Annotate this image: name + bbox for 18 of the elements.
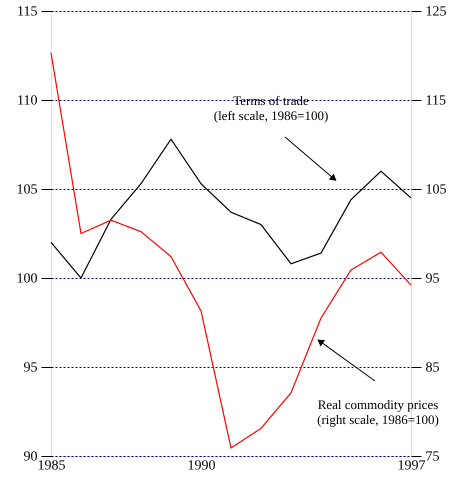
y-tick-label: 95 [24,360,38,376]
y2-tick-label: 85 [426,360,440,376]
y-tick-label: 105 [16,182,38,198]
x-tick-label: 1990 [188,458,216,474]
y-tick-label: 110 [17,94,38,108]
y2-tick-label: 105 [426,182,446,198]
y2-tick-label: 75 [426,450,440,464]
y-tick-label: 100 [16,272,38,286]
x-tick-label: 1997 [398,458,426,474]
line-series [50,138,412,279]
y-tick-label: 90 [24,450,38,464]
annotation: Real commodity prices (right scale, 1986=100) [317,397,439,427]
annotation: Terms of trade (left scale, 1986=100) [214,93,328,123]
y2-tick-label: 95 [426,272,440,286]
y2-tick-label: 125 [426,4,446,20]
x-tick-label: 1985 [38,458,66,474]
y-tick-label: 115 [17,4,38,20]
y2-tick-label: 115 [426,94,446,108]
